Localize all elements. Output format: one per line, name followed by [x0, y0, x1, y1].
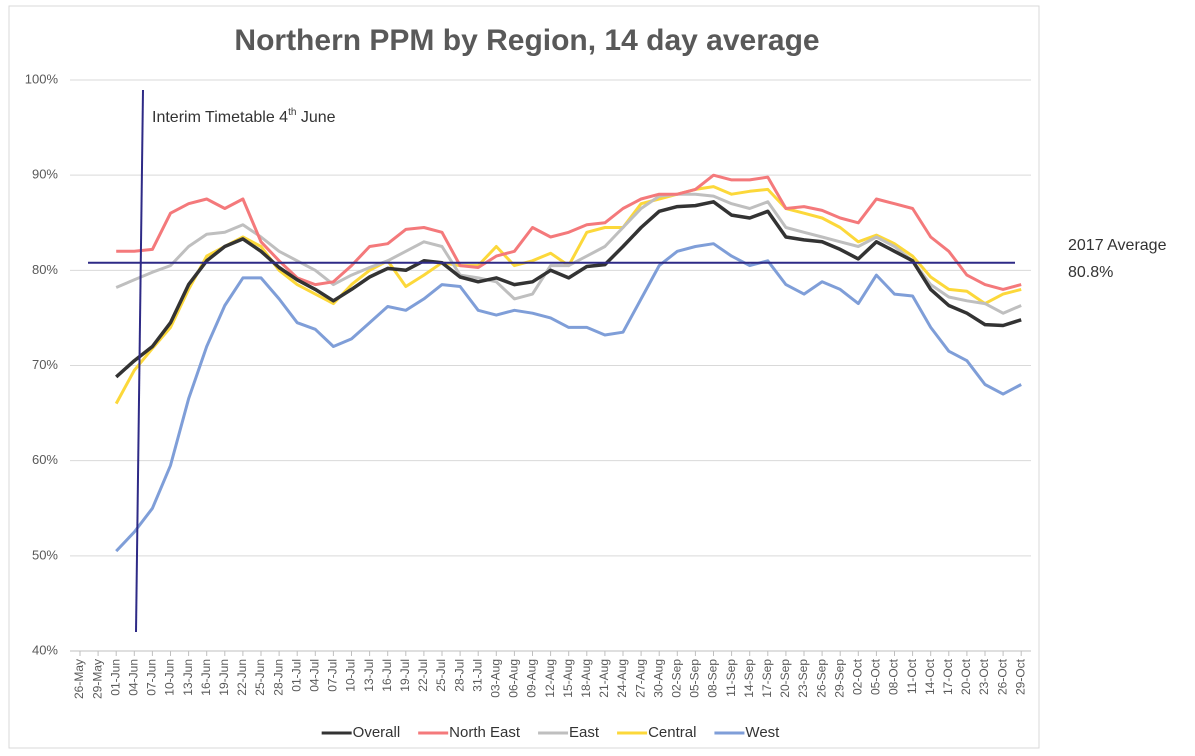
- x-tick-label: 17-Oct: [941, 658, 955, 695]
- x-tick-label: 15-Aug: [561, 659, 575, 698]
- x-tick-label: 27-Aug: [633, 659, 647, 698]
- x-tick-label: 04-Jul: [307, 659, 321, 692]
- x-tick-label: 14-Oct: [923, 658, 937, 695]
- x-tick-label: 29-May: [90, 659, 104, 699]
- x-tick-label: 22-Jun: [235, 659, 249, 696]
- x-tick-label: 17-Sep: [760, 659, 774, 698]
- y-tick-label: 90%: [32, 167, 58, 182]
- x-tick-label: 23-Sep: [796, 659, 810, 698]
- series-line: [115, 200, 1022, 379]
- y-tick-label: 100%: [25, 71, 59, 86]
- x-tick-label: 02-Sep: [669, 659, 683, 698]
- x-tick-label: 04-Jun: [126, 659, 140, 696]
- x-tick-label: 14-Sep: [742, 659, 756, 698]
- x-tick-label: 22-Jul: [416, 659, 430, 692]
- x-tick-label: 10-Jul: [344, 659, 358, 692]
- x-tick-label: 08-Sep: [706, 659, 720, 698]
- x-tick-label: 07-Jul: [326, 659, 340, 692]
- x-tick-label: 16-Jun: [199, 659, 213, 696]
- x-tick-label: 18-Aug: [579, 659, 593, 698]
- x-tick-label: 06-Aug: [507, 659, 521, 698]
- x-tick-label: 31-Jul: [470, 659, 484, 692]
- y-tick-label: 70%: [32, 357, 58, 372]
- event-line: [135, 89, 144, 633]
- x-tick-label: 26-May: [72, 659, 86, 699]
- legend-label: North East: [449, 724, 521, 741]
- x-tick-label: 03-Aug: [488, 659, 502, 698]
- x-tick-label: 09-Aug: [525, 659, 539, 698]
- x-tick-label: 01-Jun: [108, 659, 122, 696]
- y-tick-label: 50%: [32, 547, 58, 562]
- average-label: 2017 Average: [1068, 237, 1167, 254]
- x-tick-label: 05-Oct: [869, 658, 883, 695]
- chart-border: [8, 5, 1040, 749]
- x-tick-label: 01-Jul: [289, 659, 303, 692]
- x-tick-label: 13-Jun: [181, 659, 195, 696]
- x-tick-label: 19-Jun: [217, 659, 231, 696]
- x-tick-label: 30-Aug: [651, 659, 665, 698]
- x-tick-label: 25-Jul: [434, 659, 448, 692]
- x-tick-label: 12-Aug: [543, 659, 557, 698]
- x-tick-label: 02-Oct: [850, 658, 864, 695]
- x-tick-label: 28-Jun: [271, 659, 285, 696]
- x-tick-label: 29-Sep: [832, 659, 846, 698]
- x-tick-label: 23-Oct: [977, 658, 991, 695]
- x-tick-label: 20-Sep: [778, 659, 792, 698]
- y-tick-label: 80%: [32, 262, 58, 277]
- y-tick-label: 60%: [32, 452, 58, 467]
- x-tick-label: 28-Jul: [452, 659, 466, 692]
- x-tick-label: 08-Oct: [887, 658, 901, 695]
- x-tick-label: 20-Oct: [959, 658, 973, 695]
- x-tick-label: 11-Sep: [724, 659, 738, 697]
- x-tick-label: 29-Oct: [1013, 658, 1027, 695]
- average-value-label: 80.8%: [1068, 264, 1113, 281]
- legend-label: East: [569, 724, 600, 741]
- x-tick-label: 11-Oct: [905, 658, 919, 694]
- x-tick-label: 26-Sep: [814, 659, 828, 698]
- x-tick-label: 21-Aug: [597, 659, 611, 698]
- x-tick-label: 19-Jul: [398, 659, 412, 692]
- x-tick-label: 07-Jun: [145, 659, 159, 696]
- x-tick-label: 10-Jun: [163, 659, 177, 696]
- event-label-superscript: th: [288, 107, 296, 118]
- x-tick-label: 05-Sep: [688, 659, 702, 698]
- chart-title: Northern PPM by Region, 14 day average: [234, 24, 819, 57]
- y-tick-label: 40%: [32, 642, 58, 657]
- x-tick-label: 24-Aug: [615, 659, 629, 698]
- series-line: [115, 242, 1022, 553]
- event-label-end: June: [296, 109, 335, 126]
- x-tick-label: 13-Jul: [362, 659, 376, 692]
- series-line: [116, 173, 1022, 291]
- series-line: [115, 192, 1022, 315]
- x-tick-label: 16-Jul: [380, 659, 394, 692]
- x-tick-label: 26-Oct: [995, 658, 1009, 695]
- x-tick-label: 25-Jun: [253, 659, 267, 696]
- legend-label: West: [745, 724, 780, 741]
- legend: Overall North East East Central West: [321, 724, 780, 741]
- event-label-text: Interim Timetable 4: [152, 109, 288, 126]
- legend-label: Central: [648, 724, 696, 741]
- event-label: Interim Timetable 4th June: [152, 107, 336, 127]
- legend-label: Overall: [353, 724, 401, 741]
